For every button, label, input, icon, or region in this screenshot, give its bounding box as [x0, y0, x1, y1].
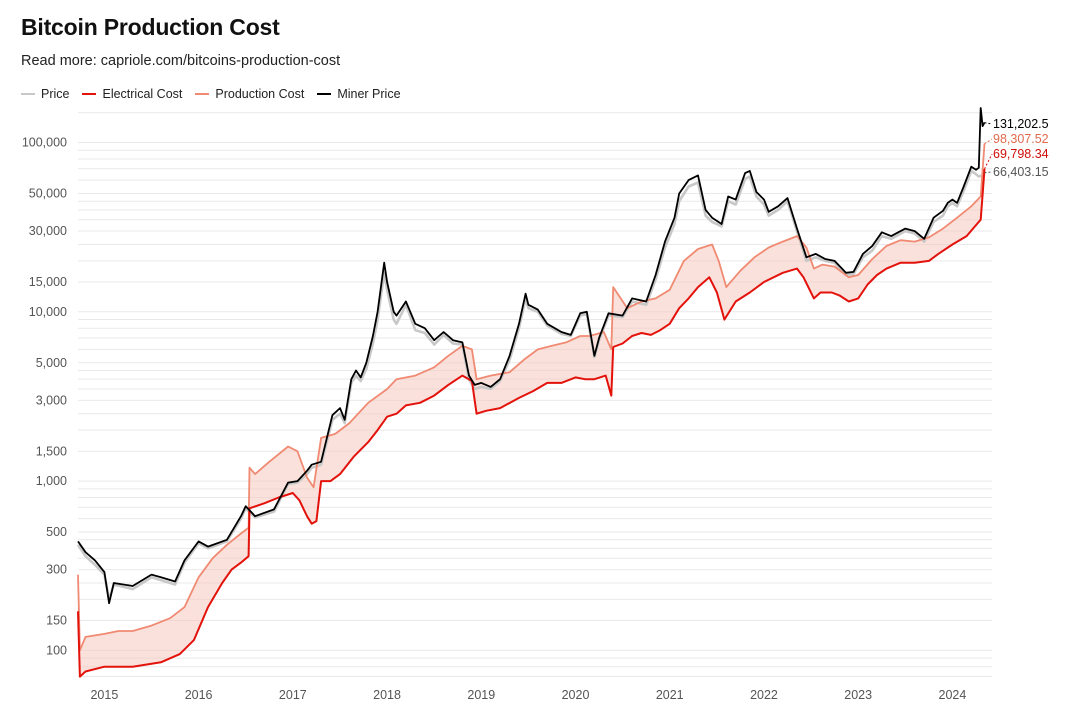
legend-label-miner-price: Miner Price — [337, 87, 401, 101]
x-tick-label: 2023 — [844, 688, 872, 702]
x-axis: 2015 2016 2017 2018 2019 2020 2021 2022 2023 2024 — [90, 688, 966, 702]
chart-subtitle: Read more: capriole.com/bitcoins-product… — [21, 53, 341, 69]
y-tick-label: 150 — [46, 614, 67, 628]
legend-swatch-electrical-cost — [82, 93, 97, 95]
series-electrical-cost — [77, 168, 986, 678]
x-tick-label: 2024 — [939, 688, 967, 702]
y-axis: 100 150 300 500 1,000 1,500 3,000 5,000 10,000 15… — [22, 136, 67, 658]
y-tick-label: 50,000 — [29, 187, 67, 201]
x-tick-label: 2019 — [467, 688, 495, 702]
end-value-label-electrical-cost: 69,798.34 — [993, 147, 1049, 161]
x-tick-label: 2021 — [656, 688, 684, 702]
grid-lines — [78, 112, 992, 678]
end-label-leader — [984, 153, 993, 170]
legend-swatch-production-cost — [195, 93, 210, 95]
y-tick-label: 500 — [46, 525, 67, 539]
legend-item-electrical-cost[interactable]: Electrical Cost — [82, 87, 182, 101]
y-tick-label: 1,500 — [36, 444, 67, 458]
x-tick-label: 2020 — [562, 688, 590, 702]
legend-item-miner-price[interactable]: Miner Price — [317, 87, 401, 101]
cost-band-fill — [78, 196, 981, 677]
end-value-label-price: 66,403.15 — [993, 165, 1049, 179]
y-tick-label: 10,000 — [29, 305, 67, 319]
end-value-label-production-cost: 98,307.52 — [993, 132, 1049, 146]
cost-band — [78, 196, 981, 677]
y-tick-label: 100,000 — [22, 136, 67, 150]
series-miner-price — [77, 107, 986, 605]
x-tick-label: 2018 — [373, 688, 401, 702]
y-tick-label: 1,000 — [36, 474, 67, 488]
legend: Price Electrical Cost Production Cost Mi… — [21, 85, 414, 103]
legend-label-production-cost: Production Cost — [215, 87, 305, 101]
x-tick-label: 2015 — [90, 688, 118, 702]
legend-swatch-price — [21, 93, 35, 95]
legend-label-electrical-cost: Electrical Cost — [102, 87, 183, 101]
legend-label-price: Price — [41, 87, 70, 101]
y-tick-label: 15,000 — [29, 275, 67, 289]
x-tick-label: 2017 — [279, 688, 307, 702]
end-label-leader — [984, 138, 993, 145]
y-tick-label: 300 — [46, 563, 67, 577]
series-production-cost — [77, 143, 986, 652]
x-tick-label: 2016 — [185, 688, 213, 702]
legend-item-price[interactable]: Price — [21, 87, 69, 101]
series-lines — [76, 107, 986, 678]
y-tick-label: 100 — [46, 643, 67, 657]
y-tick-label: 5,000 — [36, 356, 67, 370]
end-label-leader — [984, 122, 993, 125]
chart-title: Bitcoin Production Cost — [21, 14, 280, 40]
y-tick-label: 3,000 — [36, 393, 67, 407]
legend-swatch-miner-price — [317, 93, 332, 95]
end-label-leader — [984, 171, 993, 174]
y-tick-label: 30,000 — [29, 224, 67, 238]
legend-item-production-cost[interactable]: Production Cost — [195, 87, 304, 101]
x-tick-label: 2022 — [750, 688, 778, 702]
end-value-label-miner-price: 131,202.5 — [993, 117, 1049, 131]
